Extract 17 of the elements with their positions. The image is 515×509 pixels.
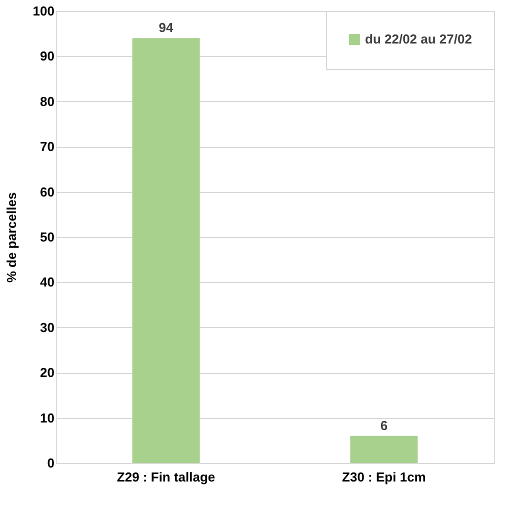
y-tick-label: 80 [40,94,54,109]
y-tick-label: 0 [47,456,54,470]
legend-label: du 22/02 au 27/02 [365,32,472,46]
y-tick-label: 30 [40,320,54,335]
y-tick-label: 90 [40,48,54,64]
x-tick-label: Z29 : Fin tallage [116,470,216,484]
y-tick-label: 50 [40,230,54,244]
y-tick-label: 40 [40,274,54,290]
data-label: 6 [380,418,388,433]
y-tick-label: 100 [32,4,54,18]
y-tick-label: 20 [40,365,54,380]
y-tick-label: 70 [40,139,54,154]
y-tick-label: 10 [40,410,54,426]
x-tick-label: Z30 : Epi 1cm [342,470,426,484]
y-tick-label: 60 [40,184,54,200]
data-label: 94 [158,20,174,36]
y-axis-title: % de parcelles [4,192,19,283]
